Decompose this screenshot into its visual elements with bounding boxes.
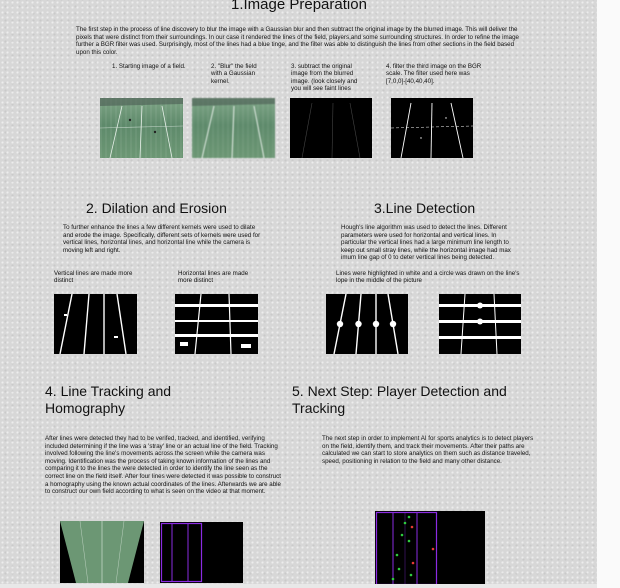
section1-title: 1.Image Preparation <box>231 0 367 13</box>
field-subtracted-image <box>290 98 372 158</box>
section4-title-line2: Homography <box>45 400 126 416</box>
vertical-lines-caption: Vertical lines are made more distinct <box>54 270 133 285</box>
section4-title-line1: 4. Line Tracking and <box>45 383 172 399</box>
horizontal-lines-image <box>175 294 258 354</box>
homography-field-lines-image <box>160 522 243 583</box>
field-blurred-image <box>192 98 275 158</box>
horizontal-detected-lines-image <box>439 294 521 354</box>
section5-title-line1: 5. Next Step: Player Detection and <box>292 383 507 399</box>
section5-paragraph: The next step in order to implement AI f… <box>322 435 534 465</box>
section3-paragraph: Hough's line algorithm was used to detec… <box>341 224 511 262</box>
field-bgr-filtered-image <box>391 98 473 158</box>
vertical-lines-image <box>54 294 137 354</box>
section3-title: 3.Line Detection <box>374 200 476 216</box>
step2-caption: 2. "Blur" the field with a Gaussian kern… <box>211 63 257 85</box>
step4-caption: 4. filter the third image on the BGR sca… <box>386 63 482 85</box>
step3-caption: 3. subtract the original image from the … <box>291 63 358 93</box>
section4-paragraph: After lines were detected they had to be… <box>45 435 281 496</box>
field-original-image <box>100 98 183 158</box>
homography-warped-field-image <box>60 521 144 583</box>
section2-paragraph: To further enhance the lines a few diffe… <box>63 224 261 254</box>
section1-paragraph: The first step in the process of line di… <box>76 26 519 56</box>
horizontal-lines-caption: Horizontal lines are made more distinct <box>178 270 249 285</box>
step1-caption: 1. Starting image of a field. <box>112 63 186 70</box>
section2-title: 2. Dilation and Erosion <box>86 200 227 216</box>
player-tracking-image <box>375 511 485 586</box>
page-margin <box>597 0 620 588</box>
line-detection-caption: Lines were highlighted in white and a ci… <box>336 270 520 285</box>
vertical-detected-lines-image <box>326 294 408 354</box>
bottom-scroll-track <box>0 584 597 588</box>
section5-title-line2: Tracking <box>292 400 346 416</box>
